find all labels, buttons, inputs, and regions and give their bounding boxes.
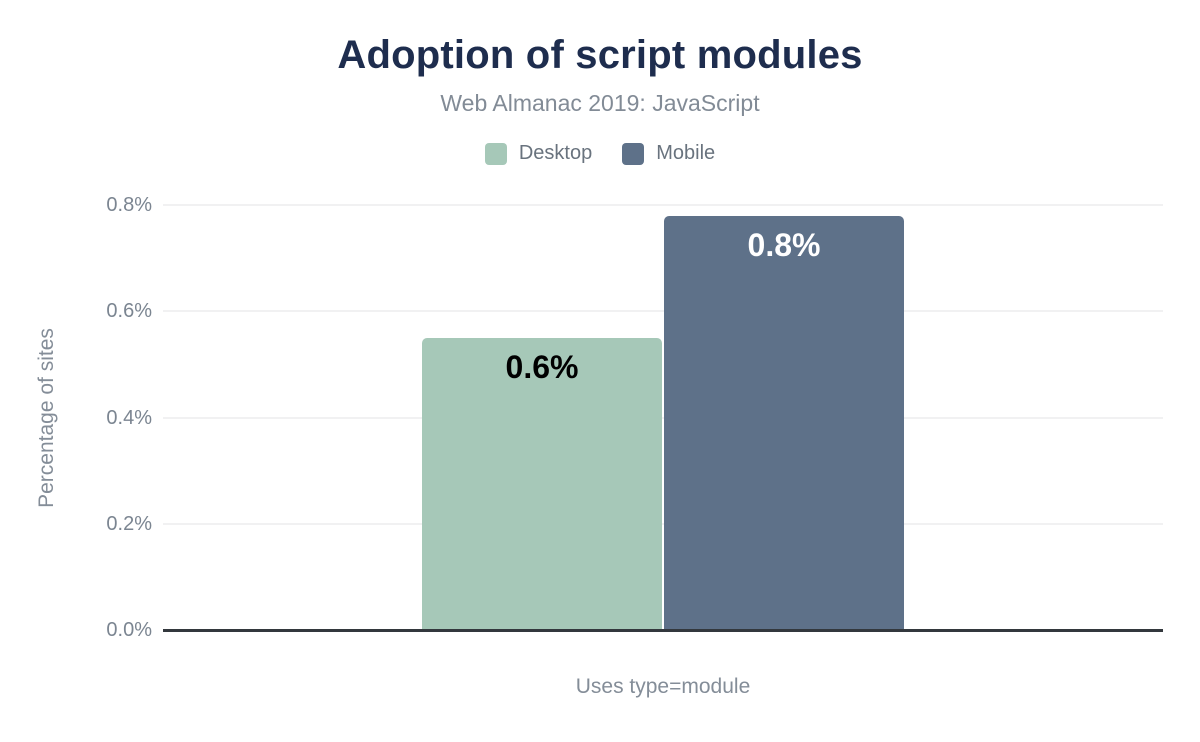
legend-item-desktop: Desktop — [484, 142, 593, 165]
gridline — [163, 310, 1163, 313]
gridline — [163, 204, 1163, 206]
x-axis-line — [163, 629, 1163, 632]
bar-desktop[interactable] — [422, 338, 662, 630]
y-tick-label: 0.0% — [106, 619, 152, 641]
gridline — [163, 522, 1163, 525]
y-tick-label: 0.8% — [106, 194, 152, 216]
legend-swatch-mobile — [622, 142, 645, 165]
legend-swatch-desktop — [484, 142, 507, 165]
legend-label: Mobile — [656, 142, 716, 164]
legend-label: Desktop — [518, 142, 593, 164]
y-tick-label: 0.4% — [106, 406, 152, 429]
legend-item-mobile: Mobile — [622, 142, 715, 165]
chart-subtitle: Web Almanac 2019: JavaScript — [440, 90, 760, 116]
bar-mobile[interactable] — [664, 216, 904, 630]
y-tick-label: 0.2% — [106, 512, 152, 535]
bar-data-label-desktop: 0.6% — [505, 349, 579, 385]
y-tick-label: 0.6% — [106, 300, 152, 323]
bar-data-label-mobile: 0.8% — [747, 227, 821, 263]
chart-title: Adoption of script modules — [337, 33, 863, 77]
chart-legend: Desktop Mobile — [0, 142, 1200, 165]
gridline — [163, 416, 1163, 419]
x-axis-title: Uses type=module — [575, 675, 751, 698]
